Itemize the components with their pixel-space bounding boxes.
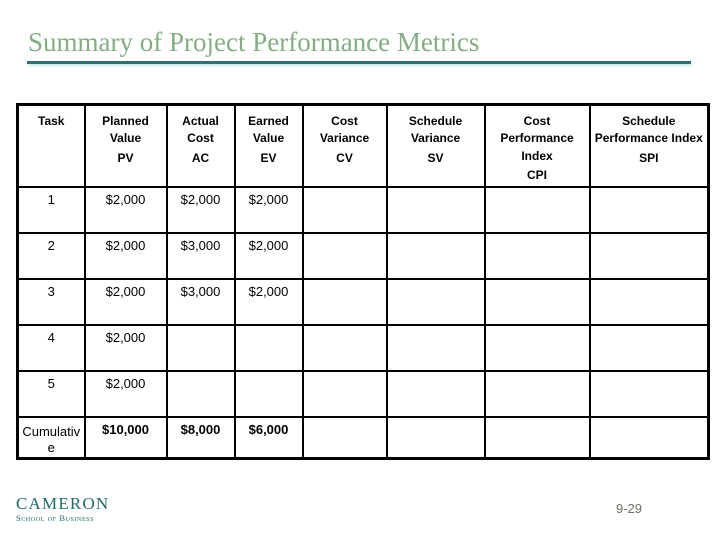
performance-metrics-table: Task Planned Value PV Actual Cost AC Ear…	[16, 103, 710, 461]
table-cell: 1	[16, 185, 86, 234]
table-cell	[588, 415, 710, 460]
column-name: Task	[38, 114, 65, 128]
table-cell	[385, 277, 486, 326]
table-cell: 3	[16, 277, 86, 326]
column-header-schedule-variance: Schedule Variance SV	[385, 103, 486, 188]
table-cell	[385, 323, 486, 372]
column-abbr: SV	[427, 150, 444, 165]
table-cell: Cumulative	[16, 415, 86, 460]
column-header-cost-performance-index: Cost Performance Index CPI	[483, 103, 591, 188]
table-cell	[301, 231, 388, 280]
table-cell: 4	[16, 323, 86, 372]
column-abbr: PV	[117, 150, 134, 165]
table-cell: $2,000	[233, 185, 304, 234]
cameron-school-logo: CAMERON School of Business	[16, 495, 109, 523]
table-cell: $2,000	[233, 277, 304, 326]
column-header-schedule-performance-index: Schedule Performance Index SPI	[588, 103, 710, 188]
table-cell	[385, 231, 486, 280]
table-cell: 5	[16, 369, 86, 418]
table-cell	[588, 369, 710, 418]
table-cell	[483, 323, 591, 372]
table-cell: $3,000	[165, 231, 236, 280]
column-header-cost-variance: Cost Variance CV	[301, 103, 388, 188]
column-name: Earned Value	[248, 114, 289, 146]
table-cell	[301, 323, 388, 372]
table-cell: $6,000	[233, 415, 304, 460]
table-cell: $2,000	[83, 185, 168, 234]
table-cell	[588, 323, 710, 372]
column-header-planned-value: Planned Value PV	[83, 103, 168, 188]
logo-tagline: School of Business	[16, 513, 95, 523]
table-cell	[483, 277, 591, 326]
table-header-row: Task Planned Value PV Actual Cost AC Ear…	[16, 103, 710, 188]
column-abbr: CPI	[526, 168, 547, 183]
table-cell	[233, 323, 304, 372]
table-row-task-2: 2 $2,000 $3,000 $2,000	[16, 231, 710, 280]
table-cell	[588, 231, 710, 280]
table-cell	[165, 369, 236, 418]
title-underline	[27, 61, 691, 64]
table-row-task-1: 1 $2,000 $2,000 $2,000	[16, 185, 710, 234]
column-abbr: AC	[191, 150, 210, 165]
table-cell: $2,000	[165, 185, 236, 234]
table-cell	[483, 415, 591, 460]
table-cell: $3,000	[165, 277, 236, 326]
table-cell: $2,000	[83, 369, 168, 418]
table-cell	[301, 415, 388, 460]
table-cell	[483, 231, 591, 280]
table-cell	[165, 323, 236, 372]
column-abbr: CV	[336, 150, 353, 165]
column-name: Cost Performance Index	[500, 114, 574, 163]
table-cell: $8,000	[165, 415, 236, 460]
table-cell	[301, 369, 388, 418]
column-name: Actual Cost	[182, 114, 219, 146]
column-name: Schedule Variance	[408, 114, 463, 146]
column-header-actual-cost: Actual Cost AC	[165, 103, 236, 188]
logo-wordmark: CAMERON	[16, 494, 110, 513]
table-cell	[301, 185, 388, 234]
table-cell: $10,000	[83, 415, 168, 460]
column-name: Schedule Performance Index	[594, 114, 703, 146]
column-abbr: EV	[260, 150, 277, 165]
table-cell	[385, 369, 486, 418]
table-cell	[588, 277, 710, 326]
table-cell: $2,000	[233, 231, 304, 280]
column-name: Planned Value	[102, 114, 149, 146]
table-row-task-3: 3 $2,000 $3,000 $2,000	[16, 277, 710, 326]
slide-page-number: 9-29	[616, 501, 643, 516]
table-cell: $2,000	[83, 231, 168, 280]
table-cell	[233, 369, 304, 418]
table-cell	[301, 277, 388, 326]
table-row-cumulative: Cumulative $10,000 $8,000 $6,000	[16, 415, 710, 460]
page-title: Summary of Project Performance Metrics	[28, 27, 480, 57]
table-row-task-5: 5 $2,000	[16, 369, 710, 418]
column-header-earned-value: Earned Value EV	[233, 103, 304, 188]
column-header-task: Task	[16, 103, 86, 188]
table-cell	[385, 185, 486, 234]
column-abbr: SPI	[639, 150, 659, 165]
table-cell: 2	[16, 231, 86, 280]
table-cell	[483, 369, 591, 418]
table-row-task-4: 4 $2,000	[16, 323, 710, 372]
table-cell: $2,000	[83, 277, 168, 326]
table-cell	[483, 185, 591, 234]
column-name: Cost Variance	[319, 114, 370, 146]
table-cell	[588, 185, 710, 234]
table-cell	[385, 415, 486, 460]
table-cell: $2,000	[83, 323, 168, 372]
